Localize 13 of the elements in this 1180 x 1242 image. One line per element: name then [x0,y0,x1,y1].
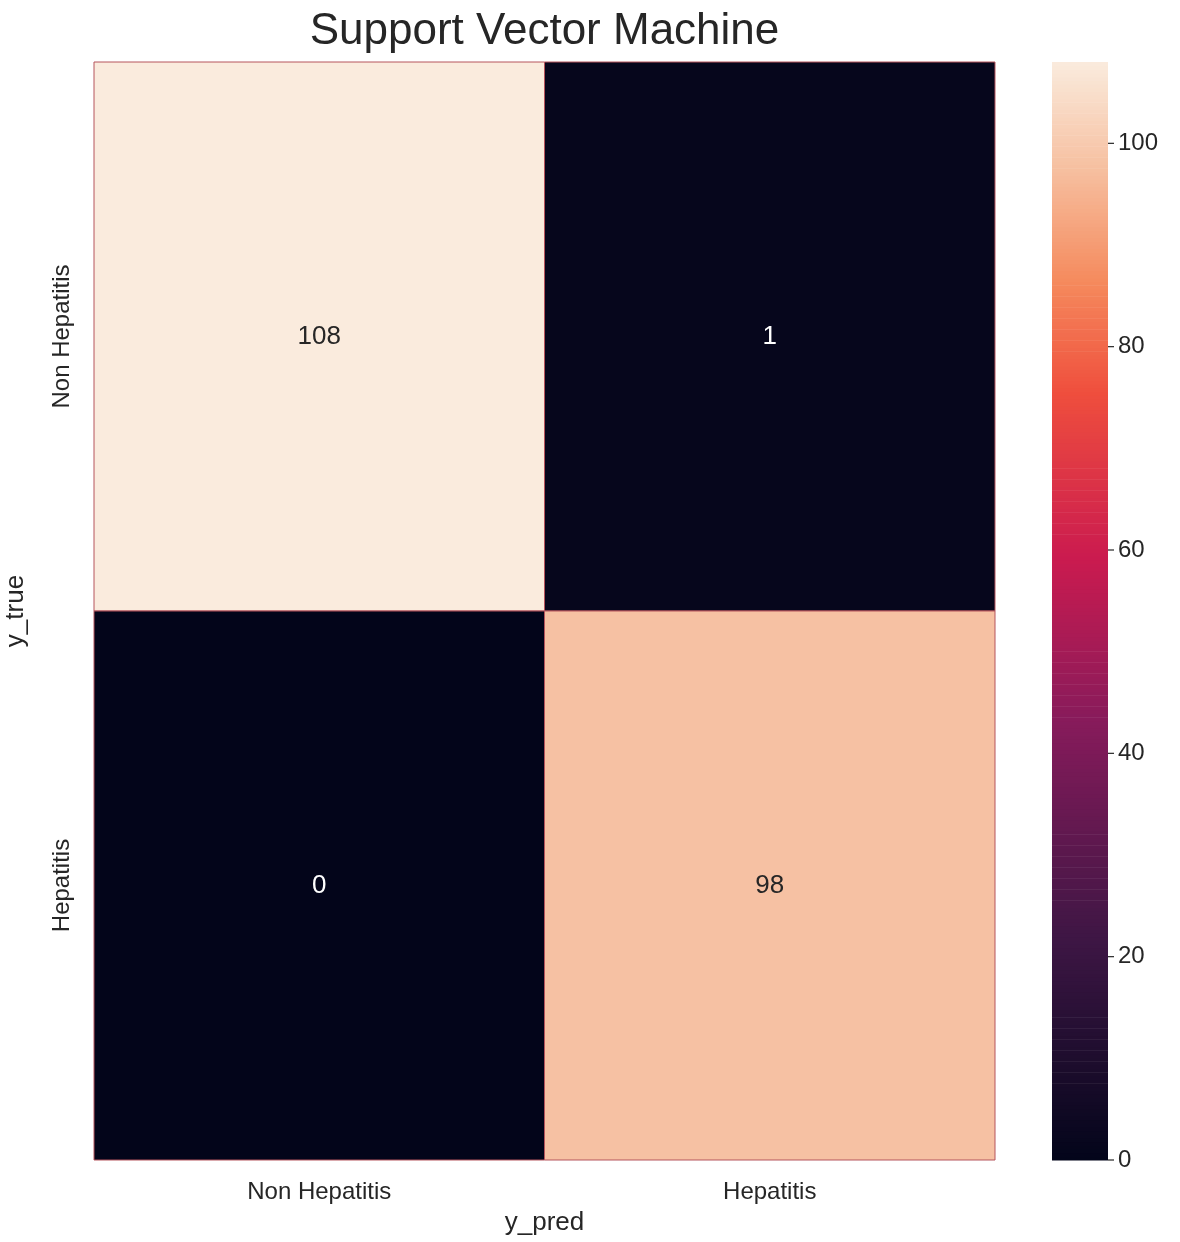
data-label: 108 [297,319,341,350]
color-bar-label: 80 [1118,331,1145,359]
color-bar-label: 60 [1118,534,1145,562]
x-axis-title: y_pred [504,1205,585,1236]
data-label: 1 [762,319,777,350]
y-axis-title: y_true [0,574,29,648]
data-label: 0 [312,868,327,899]
chart-title: Support Vector Machine [309,4,780,54]
data-label: 98 [755,868,785,899]
color-bar-label: 100 [1118,127,1159,155]
color-bar-label: 0 [1118,1144,1132,1172]
color-bar-label: 40 [1118,737,1145,765]
color-bar-label: 20 [1118,941,1145,969]
